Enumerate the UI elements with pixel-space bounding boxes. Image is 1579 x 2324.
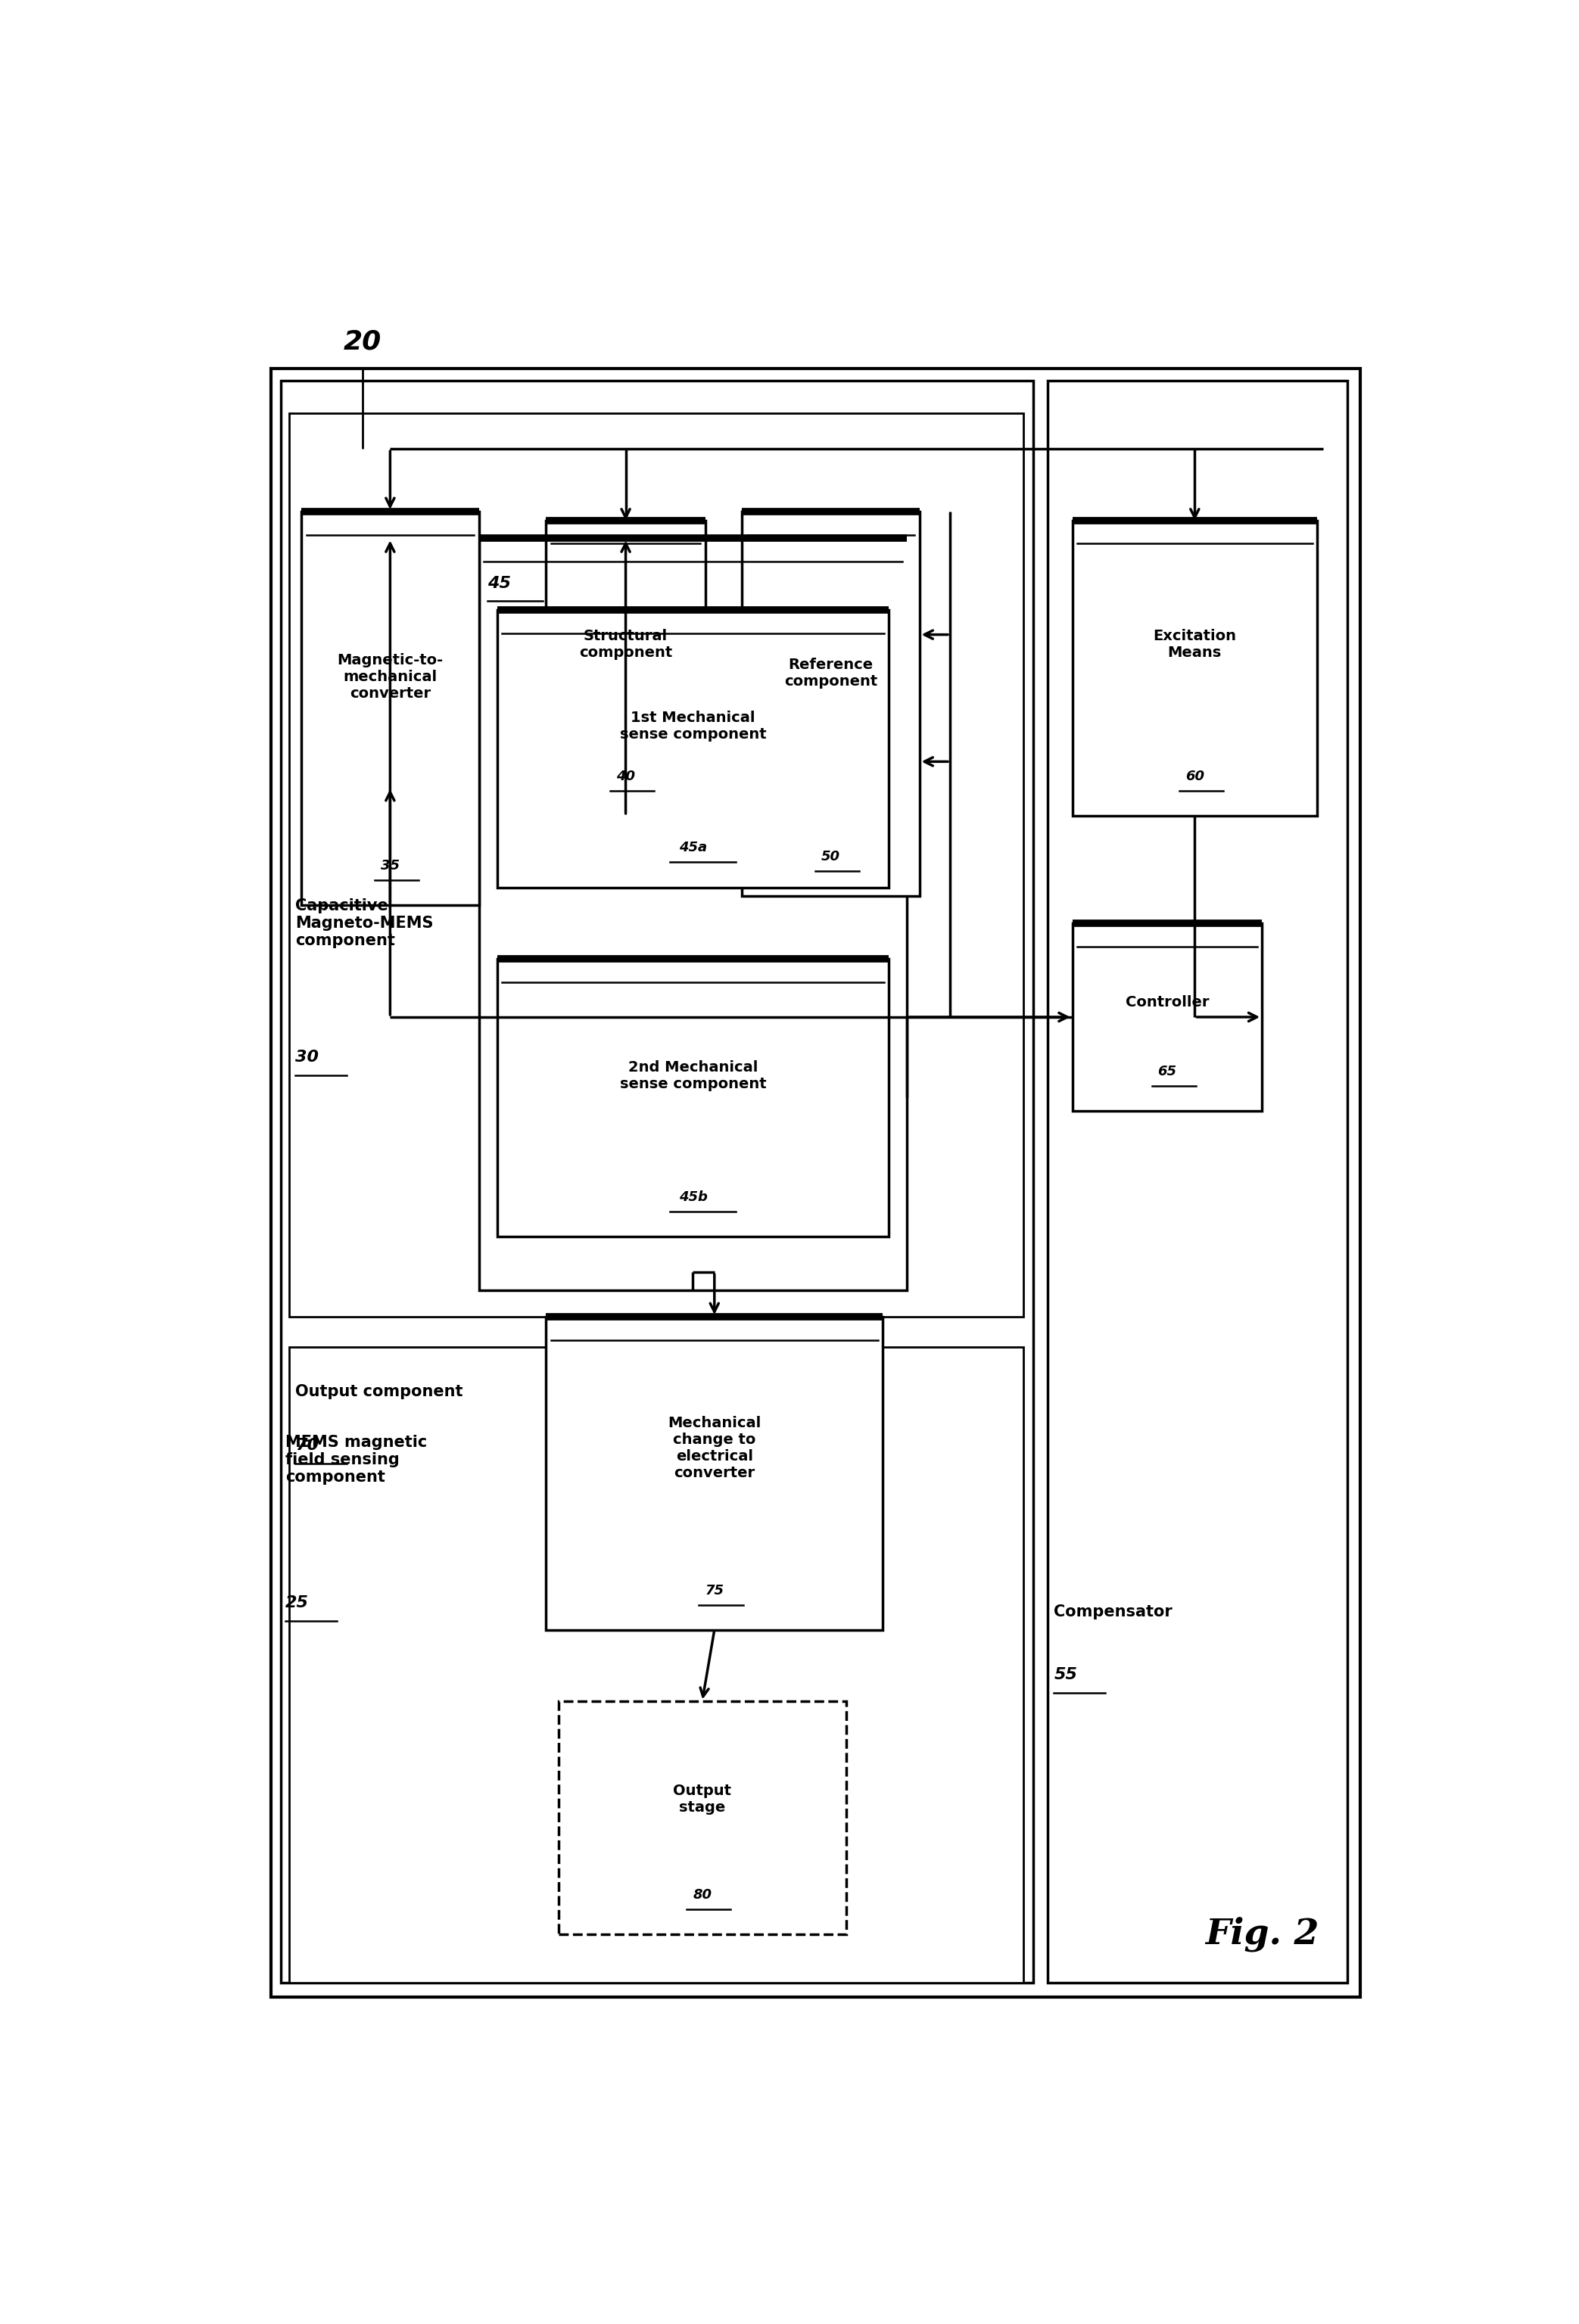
Bar — [742, 511, 919, 897]
Bar — [272, 367, 1360, 1996]
Bar — [1048, 381, 1348, 1982]
Bar — [497, 960, 889, 1236]
Text: 2nd Mechanical
sense component: 2nd Mechanical sense component — [619, 1060, 766, 1090]
Text: Excitation
Means: Excitation Means — [1153, 630, 1236, 660]
Text: 20: 20 — [344, 328, 382, 353]
Bar — [289, 1348, 1023, 1982]
Text: Mechanical
change to
electrical
converter: Mechanical change to electrical converte… — [668, 1415, 761, 1480]
Text: Fig. 2: Fig. 2 — [1205, 1917, 1318, 1952]
Text: 45b: 45b — [679, 1190, 707, 1204]
Text: Controller: Controller — [1126, 995, 1210, 1009]
Text: Magnetic-to-
mechanical
converter: Magnetic-to- mechanical converter — [336, 653, 444, 702]
Text: 25: 25 — [286, 1597, 309, 1611]
Text: MEMS magnetic
field sensing
component: MEMS magnetic field sensing component — [286, 1434, 428, 1485]
Text: 1st Mechanical
sense component: 1st Mechanical sense component — [619, 711, 766, 741]
Text: Reference
component: Reference component — [785, 658, 878, 688]
Text: 50: 50 — [821, 851, 840, 865]
Bar — [478, 539, 906, 1290]
Text: 60: 60 — [1186, 769, 1205, 783]
Text: Compensator: Compensator — [1055, 1604, 1173, 1620]
Text: 30: 30 — [295, 1050, 319, 1064]
Text: Output component: Output component — [295, 1385, 463, 1399]
Text: Capacitive
Magneto-MEMS
component: Capacitive Magneto-MEMS component — [295, 897, 433, 948]
Text: Output
stage: Output stage — [673, 1785, 731, 1815]
Text: 55: 55 — [1055, 1666, 1077, 1683]
Text: 70: 70 — [295, 1439, 319, 1452]
Bar — [289, 414, 1023, 1318]
Text: 35: 35 — [381, 860, 399, 872]
Text: 45: 45 — [488, 576, 512, 590]
Bar — [302, 511, 478, 904]
Text: 75: 75 — [704, 1583, 723, 1597]
Bar — [1072, 521, 1317, 816]
Bar — [546, 1318, 883, 1629]
Bar — [497, 609, 889, 888]
Text: 65: 65 — [1157, 1064, 1176, 1078]
Bar — [559, 1701, 846, 1934]
Bar — [546, 521, 706, 816]
Text: 80: 80 — [693, 1887, 712, 1901]
Text: 45a: 45a — [679, 841, 707, 855]
Bar — [281, 381, 1033, 1982]
Bar — [1072, 923, 1262, 1111]
Text: Structural
component: Structural component — [579, 630, 673, 660]
Text: 40: 40 — [616, 769, 635, 783]
